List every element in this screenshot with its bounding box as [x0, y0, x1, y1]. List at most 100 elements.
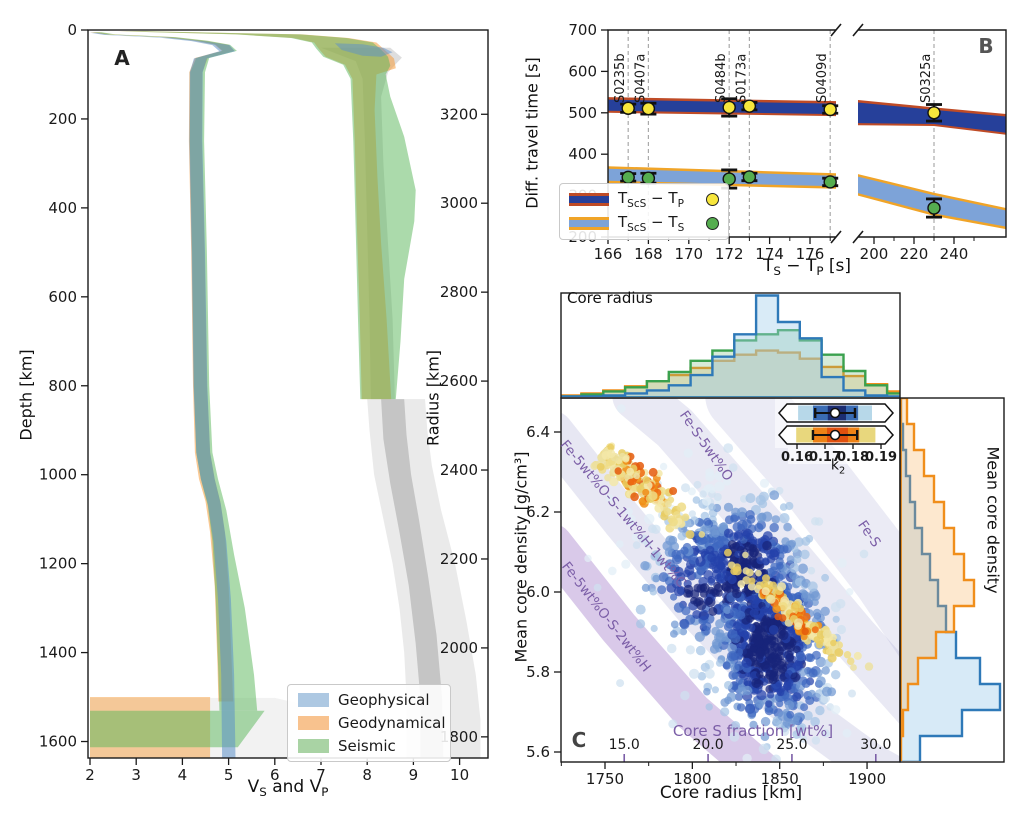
c-scatter-point-blue [832, 615, 840, 623]
c-scatter-point-yellow [830, 639, 837, 647]
b-point-ts-marker-S0484b [722, 172, 736, 186]
c-s-axis-tick-label: 25.0 [776, 737, 807, 753]
a-legend-row-geophysical: Geophysical [298, 691, 440, 709]
c-scatter-point-blue [768, 675, 778, 685]
b-event-label-S0409d: S0409d [815, 53, 830, 103]
b-y-tick-label: 700 [568, 21, 597, 39]
c-scatter-point-blue [616, 404, 626, 413]
c-scatter-point-blue [728, 463, 738, 472]
c-scatter-point-blue [673, 586, 685, 597]
c-scatter-point-blue [764, 706, 774, 716]
c-scatter-point-yellow [664, 508, 672, 516]
c-scatter-point-blue [793, 661, 803, 671]
c-scatter-point-yellow [685, 530, 695, 539]
b-legend-row-tscs-ts: TScS − TS [569, 213, 719, 234]
c-scatter-point-blue [726, 651, 738, 662]
c-scatter-point-blue [649, 588, 657, 596]
a-x-tick-label: 5 [224, 766, 234, 784]
c-scatter-point-yellow [630, 492, 639, 502]
a-x-tick-label: 3 [131, 766, 141, 784]
b-band-tscs-ts-band [858, 174, 1006, 230]
c-scatter-point-blue [755, 699, 764, 709]
c-top-hist-Geophysical [561, 294, 900, 397]
c-scatter-point-blue [765, 669, 773, 677]
c-scatter-point-blue [715, 659, 724, 667]
c-scatter-point-blue [605, 494, 614, 503]
c-scatter-point-yellow [677, 502, 687, 512]
c-scatter-point-blue [723, 477, 732, 486]
c-scatter-point-blue [784, 700, 795, 710]
c-scatter-point-blue [695, 645, 706, 656]
b-x-tick-label: 170 [674, 245, 703, 263]
a-x-tick-label: 7 [316, 766, 326, 784]
c-scatter-point-blue [693, 480, 702, 489]
c-scatter-point-blue [785, 653, 795, 662]
c-scatter-point-yellow [779, 614, 787, 622]
c-scatter-point-blue [692, 496, 701, 504]
c-scatter-point-yellow [802, 612, 811, 621]
b-legend[interactable]: TScS − TP TScS − TS [559, 183, 729, 240]
c-scatter-point-blue [693, 583, 703, 593]
c-scatter-point-blue [731, 671, 739, 680]
c-scatter-point-blue [714, 470, 725, 481]
c-scatter-point-blue [760, 617, 769, 626]
b-axis-break-mark [830, 23, 842, 37]
a-depth-tick-label: 1000 [39, 466, 77, 484]
c-scatter-point-yellow [642, 488, 650, 496]
c-scatter-point-blue [694, 631, 705, 642]
c-scatter-point-blue [783, 678, 794, 688]
c-scatter-point-blue [760, 732, 770, 741]
c-scatter-point-blue [703, 517, 712, 526]
a-x-tick-label: 10 [450, 766, 469, 784]
c-scatter-point-blue [780, 727, 790, 736]
c-scatter-point-blue [799, 735, 807, 743]
a-legend[interactable]: Geophysical Geodynamical Seismic [287, 684, 451, 762]
c-scatter-point-blue [779, 513, 790, 524]
c-scatter-point-blue [665, 535, 676, 546]
k2-tick-label: 0.18 [837, 450, 869, 465]
c-scatter-point-blue [749, 720, 758, 729]
a-depth-tick-label: 400 [48, 199, 77, 217]
c-scatter-point-blue [650, 624, 658, 633]
b-legend-row-tscs-tp: TScS − TP [569, 189, 719, 210]
c-scatter-point-blue [671, 549, 681, 560]
b-point-tp-marker-S0173a [742, 99, 757, 113]
a-radius-tick-label: 2400 [440, 461, 478, 479]
c-scatter-point-blue [683, 569, 691, 578]
c-scatter-point-yellow [728, 561, 736, 569]
c-scatter-point-blue [765, 700, 773, 708]
a-x-tick-label: 6 [270, 766, 280, 784]
tscs-ts-swatch [569, 217, 609, 230]
c-scatter-point-blue [625, 507, 633, 516]
c-scatter-point-blue [723, 502, 734, 512]
c-scatter-point-yellow [811, 626, 819, 634]
c-scatter-point-blue [756, 556, 765, 565]
c-scatter-point-yellow [745, 568, 754, 577]
c-scatter-point-blue [725, 620, 734, 629]
c-scatter-point-yellow [648, 467, 658, 477]
c-right-hist-Geophysical [900, 398, 1002, 761]
c-scatter-point-blue [724, 680, 733, 690]
c-scatter-point-yellow [747, 582, 757, 591]
b-point-ts-marker-S0173a [742, 170, 757, 184]
c-scatter-point-blue [821, 666, 830, 675]
c-scatter-point-blue [666, 643, 677, 654]
c-scatter-point-blue [679, 619, 690, 630]
c-scatter-point-blue [793, 592, 803, 602]
c-scatter-point-blue [712, 569, 722, 580]
b-x-tick-label: 174 [755, 245, 784, 263]
panel-letter-b: B [978, 34, 994, 58]
k2-center-marker [829, 429, 841, 441]
c-scatter-point-blue [713, 493, 722, 501]
c-scatter-point-blue [703, 687, 711, 696]
a-depth-tick-label: 0 [67, 21, 77, 39]
c-scatter-point-blue [651, 524, 661, 534]
b-axis-break-mark [852, 230, 864, 244]
c-scatter-point-blue [708, 606, 718, 616]
c-scatter-point-yellow [772, 604, 781, 614]
c-scatter-point-blue [631, 533, 640, 542]
c-scatter-point-blue [745, 493, 756, 504]
a-depth-tick-label: 1200 [39, 555, 77, 573]
